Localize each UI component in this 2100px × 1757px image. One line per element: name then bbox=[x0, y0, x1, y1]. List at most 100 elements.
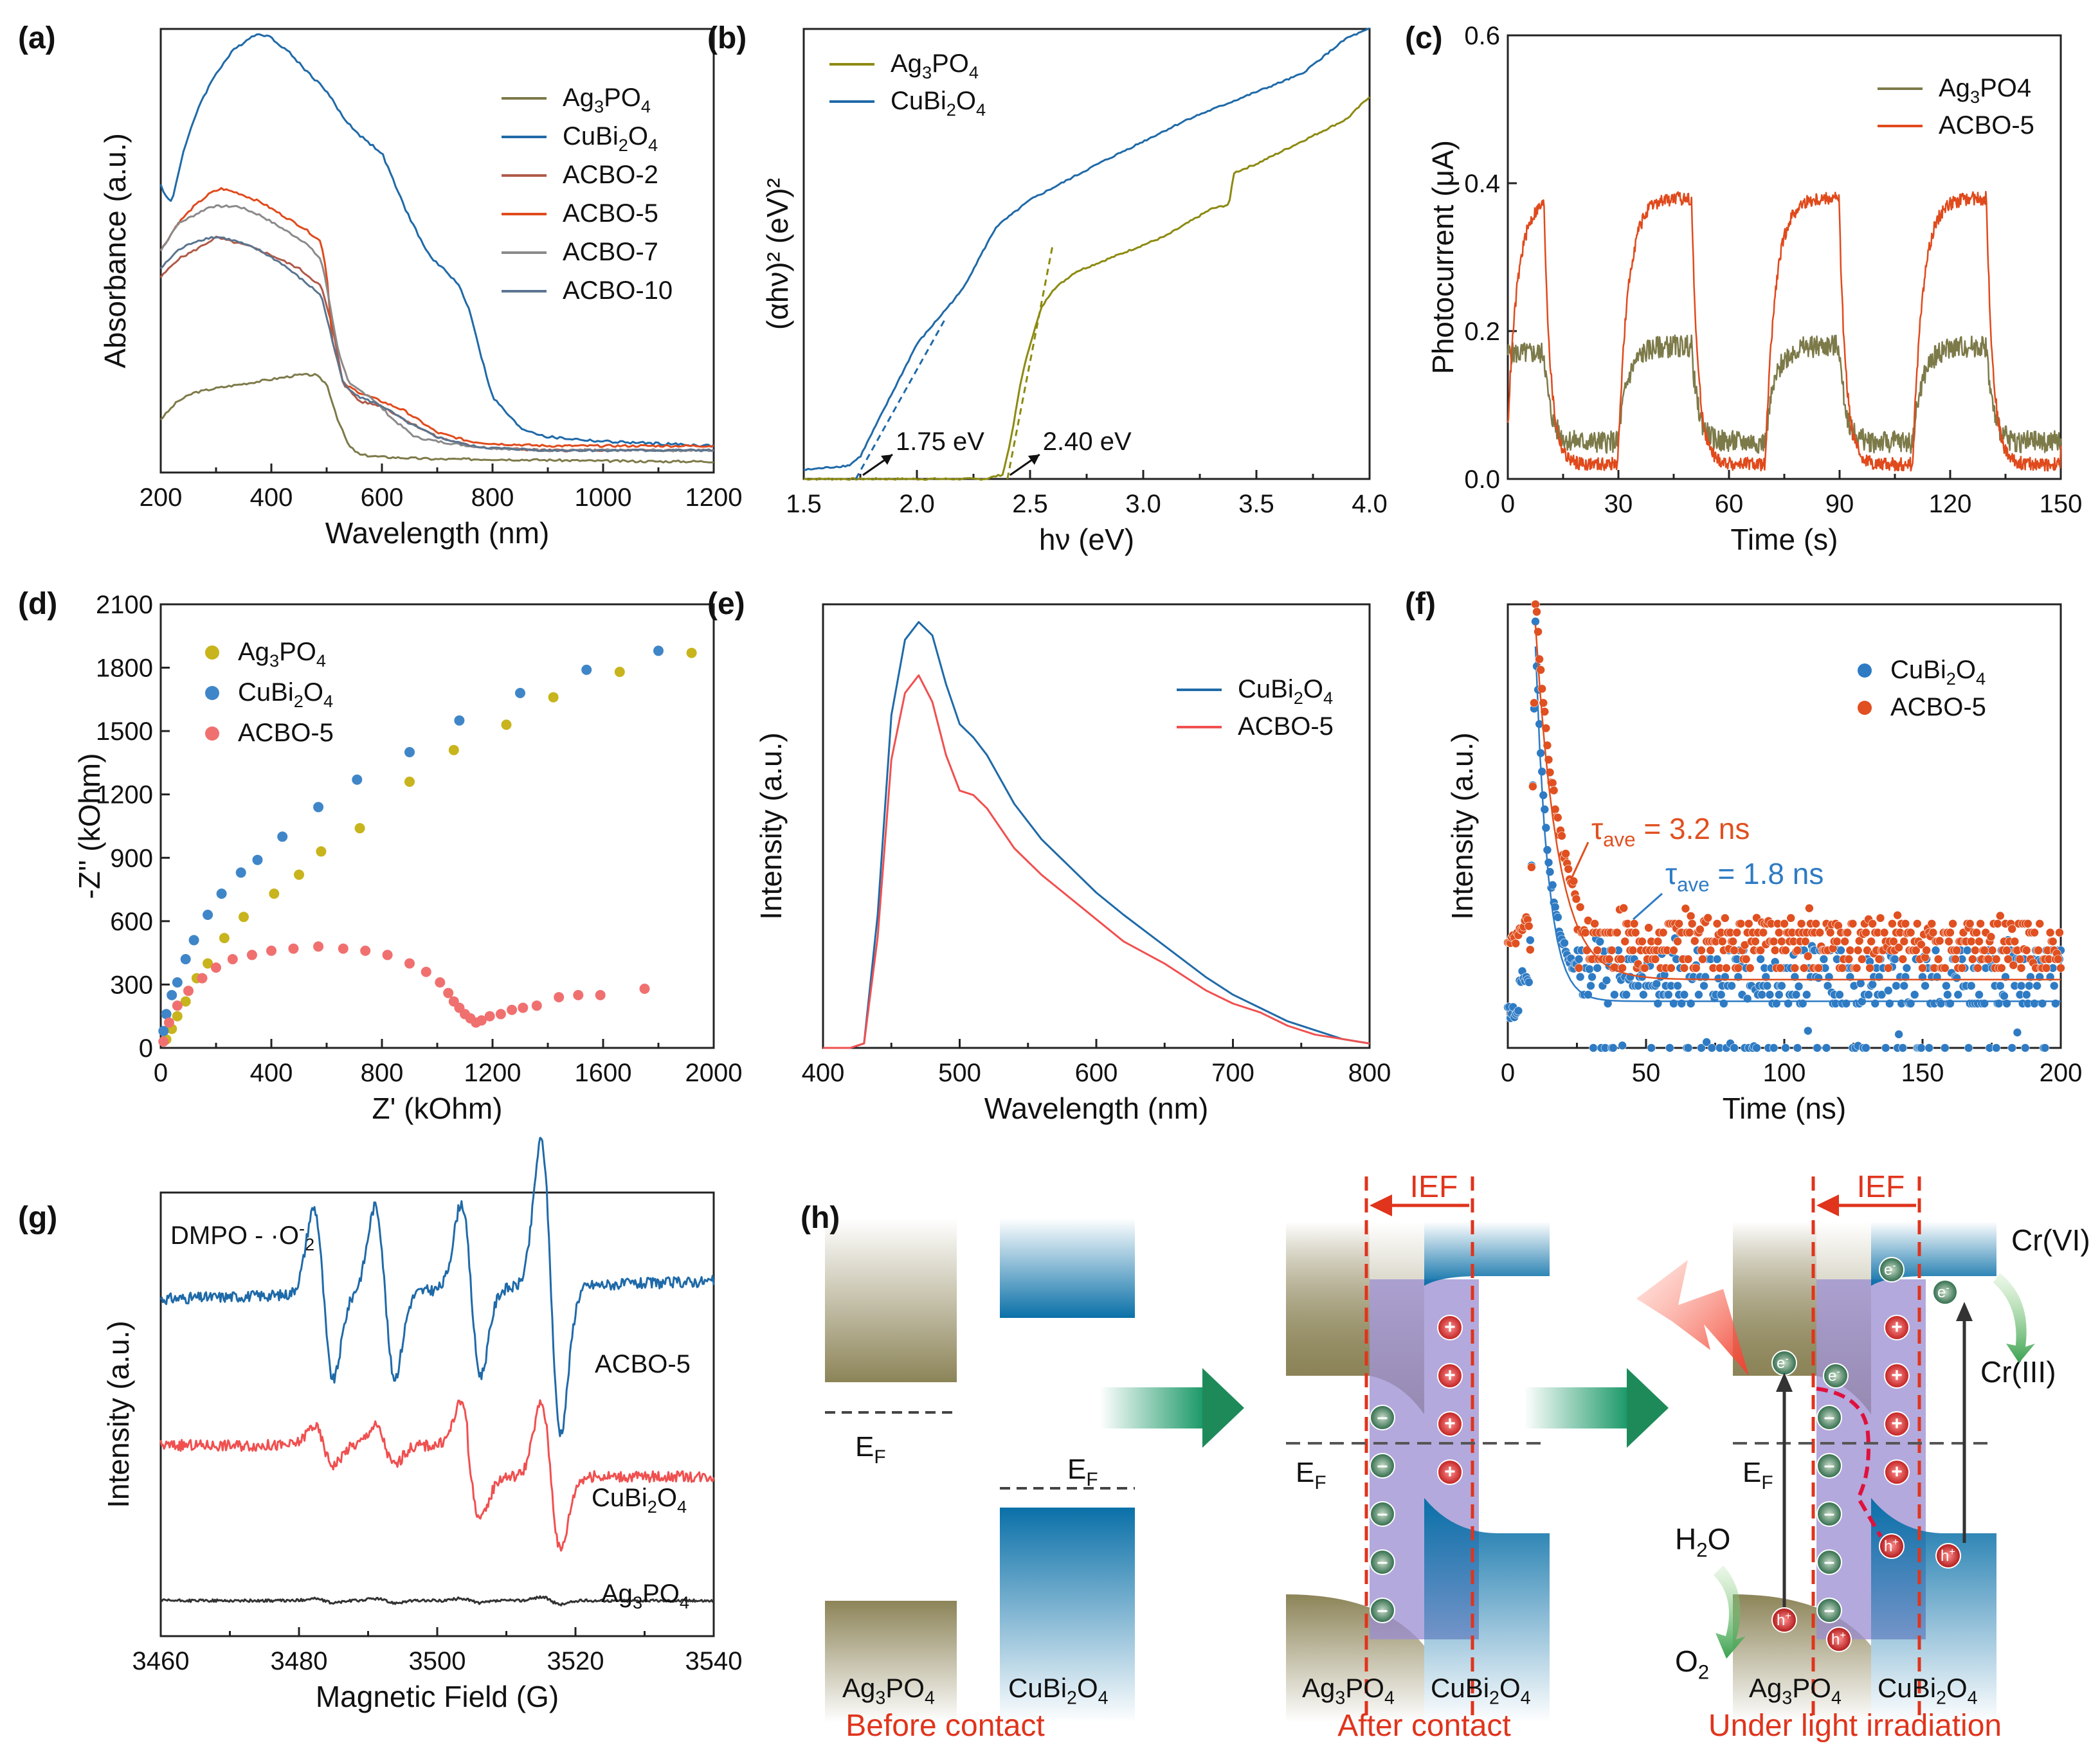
data-point-CuBi2O4 bbox=[1902, 964, 1912, 973]
x-tick-label: 2.5 bbox=[1012, 490, 1048, 518]
series-line-ACBO-5 bbox=[159, 187, 714, 448]
charge-label: h+ bbox=[1884, 1536, 1899, 1555]
x-tick-label: 150 bbox=[2040, 490, 2083, 518]
data-point-CuBi2O4 bbox=[235, 867, 246, 878]
charge-symbol: + bbox=[1444, 1317, 1456, 1338]
data-point-ACBO-5 bbox=[158, 1036, 169, 1047]
plot-frame bbox=[822, 603, 1371, 1049]
tau-annotation-acbo5: τave = 3.2 ns bbox=[1591, 812, 1750, 851]
y-axis-label: Intensity (a.u.) bbox=[1445, 732, 1479, 919]
x-tick-label: 50 bbox=[1632, 1059, 1661, 1087]
data-point-CuBi2O4 bbox=[277, 831, 288, 842]
data-point-ACBO-5 bbox=[338, 943, 348, 954]
x-tick-label: 30 bbox=[1604, 490, 1633, 518]
data-point-CuBi2O4 bbox=[1531, 617, 1540, 626]
x-axis-label: Time (s) bbox=[1731, 523, 1838, 556]
charge-symbol: + bbox=[1444, 1413, 1456, 1434]
annotation-arrowhead bbox=[1027, 455, 1040, 465]
data-point-ACBO-5 bbox=[382, 950, 393, 960]
fit-line-CuBi2O4 bbox=[1534, 646, 2061, 1002]
charge-symbol: – bbox=[1824, 1503, 1835, 1524]
data-point-CuBi2O4 bbox=[1835, 990, 1844, 999]
data-point-CuBi2O4 bbox=[188, 935, 199, 946]
x-tick-label: 600 bbox=[1075, 1059, 1118, 1087]
data-point-CuBi2O4 bbox=[2013, 1028, 2022, 1037]
data-point-CuBi2O4 bbox=[1694, 990, 1703, 999]
positive-charge bbox=[1884, 1363, 1910, 1389]
negative-charge bbox=[1816, 1598, 1842, 1623]
y-axis-label: Intensity (a.u.) bbox=[754, 732, 788, 919]
data-point-CuBi2O4 bbox=[1802, 990, 1811, 999]
charge-label: h+ bbox=[1941, 1546, 1955, 1565]
cr6-label: Cr(VI) bbox=[2011, 1223, 2090, 1257]
data-point-CuBi2O4 bbox=[454, 715, 465, 726]
data-point-ACBO-5 bbox=[1721, 914, 1730, 923]
data-point-ACBO-5 bbox=[1619, 903, 1628, 913]
data-point-CuBi2O4 bbox=[1543, 845, 1552, 854]
data-point-CuBi2O4 bbox=[252, 854, 263, 865]
x-tick-label: 2000 bbox=[685, 1059, 743, 1087]
data-point-ACBO-5 bbox=[1804, 951, 1813, 961]
cubi2o4-conduction-band bbox=[1000, 1218, 1135, 1318]
panel-label: (d) bbox=[18, 587, 57, 621]
data-point-ACBO-5 bbox=[1883, 964, 1893, 973]
panel-label: (c) bbox=[1405, 21, 1443, 55]
data-point-CuBi2O4 bbox=[1633, 981, 1643, 991]
data-point-ACBO-5 bbox=[1781, 946, 1790, 955]
data-point-CuBi2O4 bbox=[1775, 990, 1784, 999]
data-point-CuBi2O4 bbox=[1898, 1043, 1908, 1052]
x-tick-label: 3480 bbox=[271, 1647, 328, 1675]
data-point-ACBO-5 bbox=[1527, 863, 1536, 872]
data-point-ACBO-5 bbox=[1644, 923, 1653, 932]
data-point-CuBi2O4 bbox=[1765, 990, 1775, 999]
data-point-Ag3PO4 bbox=[448, 744, 459, 755]
charge-symbol: + bbox=[1444, 1461, 1456, 1482]
legend-Ag3PO4-text: Ag3PO4 bbox=[1939, 74, 2031, 107]
data-point-ACBO-5 bbox=[266, 945, 276, 956]
data-point-ACBO-5 bbox=[1730, 946, 1739, 955]
data-point-ACBO-5 bbox=[1951, 955, 1960, 964]
data-point-ACBO-5 bbox=[1984, 955, 1993, 964]
data-point-ACBO-5 bbox=[1975, 937, 1984, 946]
charge-symbol: – bbox=[1377, 1599, 1388, 1621]
series-line-ACBO-5 bbox=[159, 1137, 715, 1437]
data-point-CuBi2O4 bbox=[1781, 1043, 1790, 1052]
data-point-ACBO-5 bbox=[1653, 937, 1663, 946]
data-point-ACBO-5 bbox=[518, 1002, 529, 1013]
data-point-CuBi2O4 bbox=[1814, 973, 1824, 982]
bandgap-label: 2.40 eV bbox=[1043, 428, 1132, 456]
positive-charge bbox=[1884, 1459, 1910, 1485]
excitation-arrowhead bbox=[1776, 1373, 1793, 1392]
data-point-ACBO-5 bbox=[1927, 919, 1937, 928]
data-point-ACBO-5 bbox=[1946, 928, 1955, 937]
data-point-CuBi2O4 bbox=[1683, 1043, 1693, 1052]
positive-charge bbox=[1884, 1315, 1910, 1340]
data-point-ACBO-5 bbox=[1741, 955, 1751, 964]
data-point-ACBO-5 bbox=[1564, 864, 1573, 874]
data-point-ACBO-5 bbox=[2054, 955, 2063, 964]
data-point-CuBi2O4 bbox=[1892, 981, 1901, 991]
data-point-ACBO-5 bbox=[1790, 964, 1800, 973]
data-point-ACBO-5 bbox=[246, 950, 257, 960]
data-point-ACBO-5 bbox=[1575, 903, 1585, 912]
legend-ACBO-5-marker bbox=[1858, 701, 1872, 715]
ag3po4-valence-band bbox=[825, 1601, 957, 1723]
data-point-ACBO-5 bbox=[1733, 964, 1743, 973]
data-point-CuBi2O4 bbox=[1541, 823, 1551, 833]
legend-ACBO-5-text: ACBO-5 bbox=[1238, 712, 1334, 741]
x-tick-label: 600 bbox=[361, 483, 404, 512]
cubi2o4-conduction-band bbox=[1424, 1221, 1550, 1286]
data-point-CuBi2O4 bbox=[1712, 955, 1722, 964]
electron-ball bbox=[1879, 1257, 1905, 1283]
panel-c-photocurrent: 0 30 60 90 120 150 0.0 0.2 0.4 0.6 Time (s) Photocu… bbox=[1405, 21, 2082, 556]
data-point-ACBO-5 bbox=[1901, 919, 1910, 928]
data-point-ACBO-5 bbox=[1786, 914, 1796, 923]
charge-symbol: – bbox=[1824, 1407, 1835, 1428]
data-point-Ag3PO4 bbox=[354, 823, 365, 834]
oxidation-arrow bbox=[1714, 1565, 1746, 1659]
negative-charge bbox=[1816, 1453, 1842, 1479]
data-point-CuBi2O4 bbox=[1991, 1043, 2001, 1052]
data-point-ACBO-5 bbox=[1706, 946, 1715, 955]
x-tick-label: 3.0 bbox=[1125, 490, 1161, 518]
data-point-CuBi2O4 bbox=[2049, 981, 2059, 991]
